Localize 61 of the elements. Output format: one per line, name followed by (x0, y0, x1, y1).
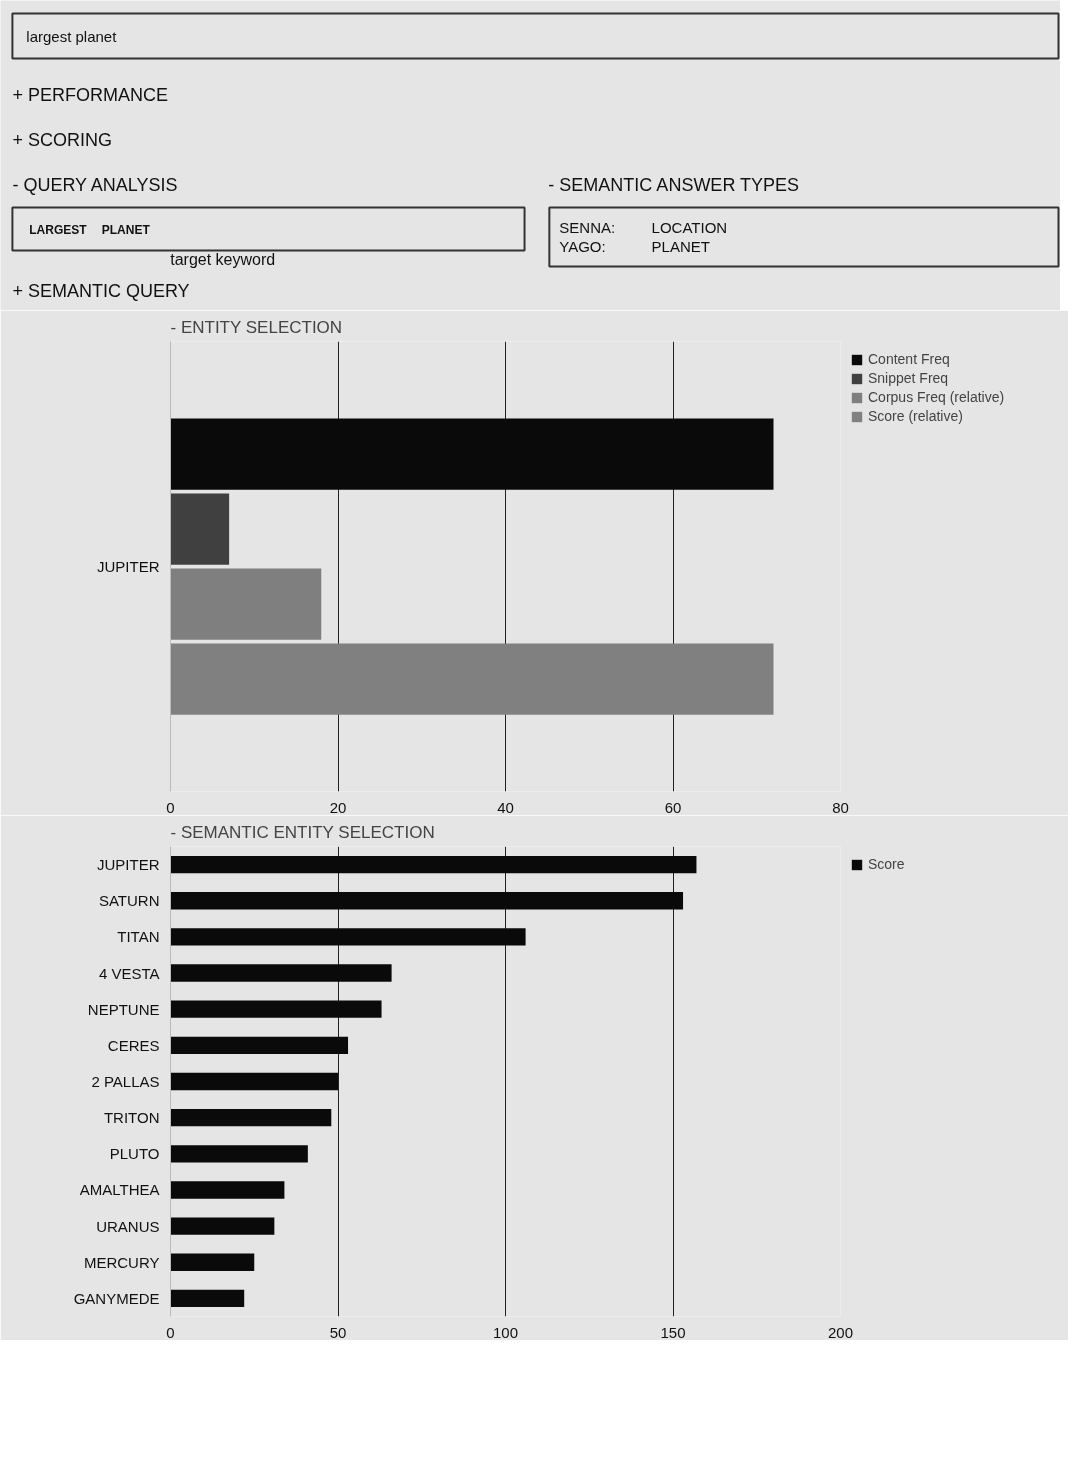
text: YAGO: (559, 238, 606, 255)
y-tick-label: AMALTHEA (79, 1181, 160, 1199)
y-tick-label: NEPTUNE (87, 1000, 160, 1018)
chart-title: - SEMANTIC ENTITY SELECTION (170, 822, 435, 842)
x-tick-label: 150 (660, 1323, 686, 1341)
x-tick-label: 200 (827, 1323, 854, 1341)
bar (170, 928, 526, 946)
y-tick-label: SATURN (98, 892, 160, 910)
y-tick-label: PLUTO (109, 1145, 160, 1163)
legend-label: Content Freq (868, 351, 950, 367)
bar (170, 1072, 338, 1091)
legend-label: Score (relative) (868, 408, 963, 424)
y-tick-label: GANYMEDE (73, 1289, 160, 1307)
x-tick-label: 100 (492, 1323, 519, 1341)
x-tick-label: 20 (329, 798, 347, 816)
text: PLANET (651, 238, 710, 255)
bar (170, 1145, 308, 1163)
chart-title: - ENTITY SELECTION (170, 317, 343, 337)
legend-label: Score (868, 856, 905, 872)
bar (170, 855, 697, 874)
y-tick-label: TRITON (103, 1109, 160, 1127)
x-tick-label: 80 (832, 798, 849, 816)
text: + PERFORMANCE (12, 84, 168, 105)
text: - QUERY ANALYSIS (12, 174, 178, 195)
text: + SEMANTIC QUERY (12, 280, 190, 301)
bar (170, 1000, 382, 1018)
legend-label: Corpus Freq (relative) (868, 389, 1005, 405)
y-tick-label: URANUS (96, 1217, 160, 1235)
text: SENNA: (559, 219, 616, 236)
text: LARGEST (29, 222, 88, 237)
text: LOCATION (651, 219, 728, 236)
bar (170, 1108, 332, 1127)
text: target keyword (170, 251, 276, 268)
bar (170, 1036, 349, 1055)
bar (170, 493, 230, 565)
bar (170, 964, 392, 982)
text: + SCORING (12, 129, 112, 150)
text: PLANET (101, 222, 151, 237)
y-tick-label: MERCURY (83, 1253, 160, 1271)
bar (170, 643, 774, 715)
y-tick-label: TITAN (117, 928, 160, 946)
x-tick-label: 60 (664, 798, 682, 816)
bar (170, 1217, 275, 1235)
bar (170, 418, 774, 490)
y-tick-label: JUPITER (97, 558, 160, 575)
y-tick-label: 2 PALLAS (91, 1073, 160, 1090)
y-tick-label: CERES (107, 1036, 160, 1054)
text: - SEMANTIC ANSWER TYPES (548, 174, 800, 195)
bar (170, 568, 322, 640)
text: largest planet (26, 28, 118, 45)
bar (170, 1253, 255, 1271)
x-tick-label: 40 (497, 798, 514, 816)
bar (170, 1181, 285, 1199)
x-tick-label: 0 (166, 798, 175, 816)
legend-label: Snippet Freq (868, 370, 949, 386)
bar (170, 1289, 245, 1308)
y-tick-label: JUPITER (97, 856, 160, 874)
bar (170, 892, 684, 910)
x-tick-label: 50 (329, 1323, 347, 1341)
x-tick-label: 0 (166, 1323, 175, 1341)
y-tick-label: 4 VESTA (98, 964, 160, 982)
